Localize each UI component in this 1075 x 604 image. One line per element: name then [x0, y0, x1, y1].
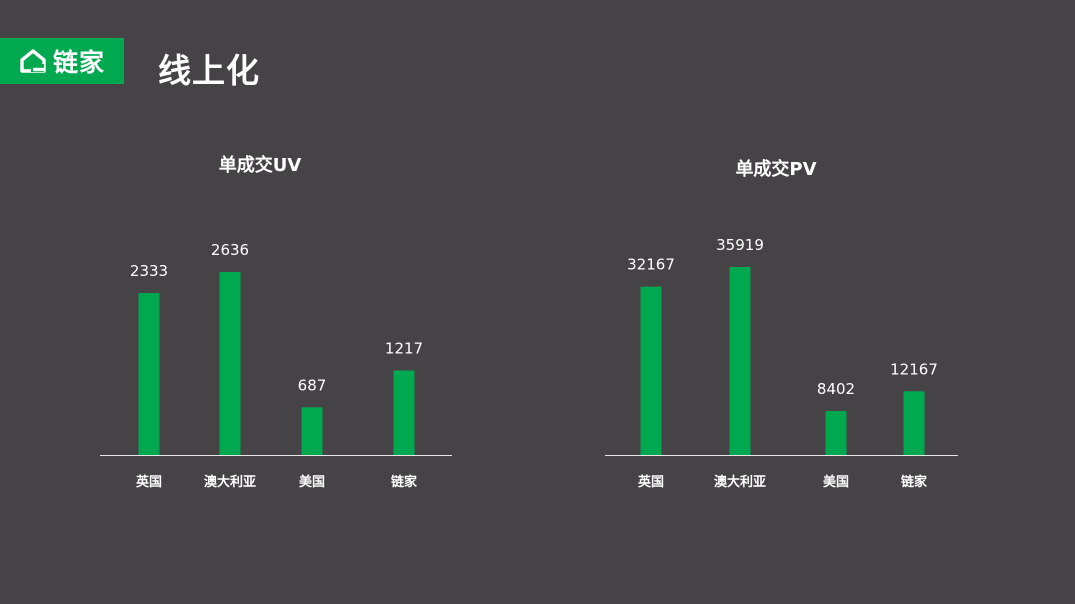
data-label: 12167: [890, 360, 938, 378]
chart-title: 单成交PV: [735, 158, 816, 180]
x-tick-label: 美国: [299, 474, 325, 490]
x-tick-label: 链家: [900, 474, 928, 490]
bar: [219, 272, 241, 455]
data-label: 1217: [385, 340, 423, 358]
logo-text: 链家: [52, 48, 105, 77]
x-tick-label: 英国: [637, 474, 664, 490]
page-title: 线上化: [158, 51, 260, 90]
bar: [138, 293, 160, 455]
bar: [640, 286, 662, 455]
data-label: 2636: [211, 241, 249, 259]
data-label: 687: [298, 376, 327, 394]
bar: [393, 370, 415, 455]
x-tick-label: 链家: [390, 474, 418, 490]
data-label: 32167: [627, 256, 675, 274]
bar: [903, 391, 925, 455]
x-tick-label: 美国: [823, 474, 849, 490]
data-label: 2333: [130, 262, 168, 280]
chart-title: 单成交UV: [219, 154, 302, 176]
x-tick-label: 英国: [135, 474, 162, 490]
house-icon: [20, 49, 46, 73]
x-tick-label: 澳大利亚: [204, 474, 256, 490]
brand-logo: 链家: [0, 38, 124, 84]
bar: [301, 407, 323, 455]
data-label: 35919: [716, 236, 764, 254]
data-label: 8402: [817, 380, 855, 398]
x-tick-label: 澳大利亚: [714, 474, 766, 490]
bar: [729, 267, 751, 455]
bar: [825, 411, 847, 455]
